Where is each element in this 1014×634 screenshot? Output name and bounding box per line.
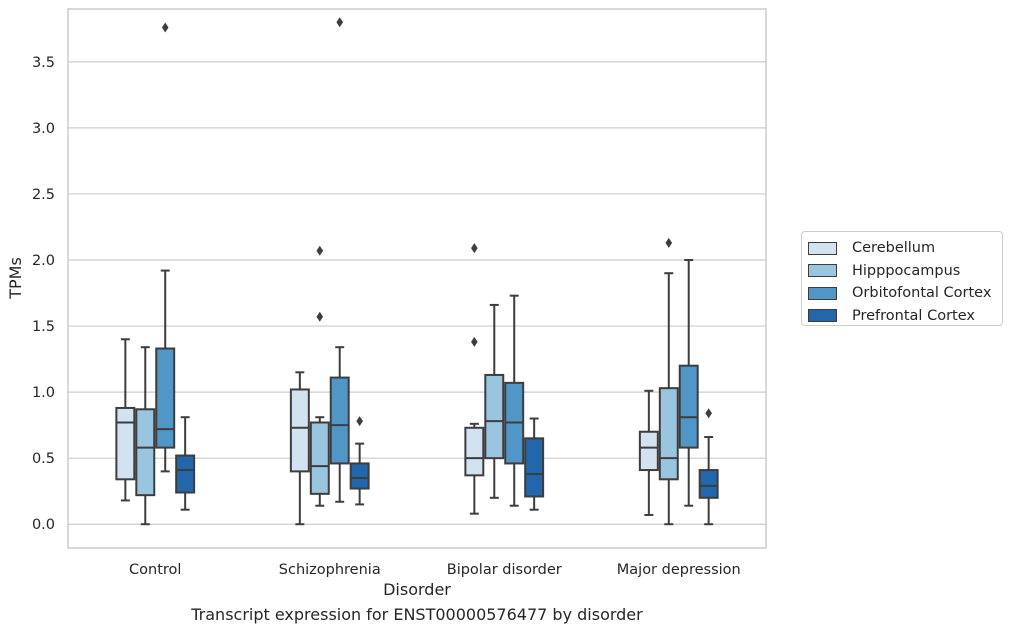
box-prefrontal-cortex bbox=[524, 417, 545, 511]
outlier-point bbox=[471, 336, 478, 347]
box-orbitofontal-cortex bbox=[329, 17, 350, 503]
box-body bbox=[175, 454, 196, 494]
outlier-point bbox=[336, 17, 344, 28]
box-orbitofontal-cortex bbox=[155, 22, 176, 473]
y-tick-label: 0.5 bbox=[32, 451, 55, 467]
box-body bbox=[289, 388, 310, 473]
legend-swatch bbox=[808, 241, 837, 255]
y-tick-label: 0.0 bbox=[32, 517, 55, 533]
box-prefrontal-cortex bbox=[349, 416, 370, 506]
legend-label: Orbitofontal Cortex bbox=[852, 285, 992, 302]
outlier-point bbox=[705, 408, 712, 419]
box-hipppocampus bbox=[484, 303, 505, 499]
legend: Cerebellum Hipppocampus Orbitofontal Corte… bbox=[801, 231, 1003, 326]
legend-swatch bbox=[808, 286, 837, 300]
box-body bbox=[309, 421, 330, 495]
box-body bbox=[524, 437, 545, 498]
x-axis-label: Disorder bbox=[383, 580, 451, 599]
legend-item: Prefrontal Cortex bbox=[808, 305, 1002, 328]
box-cerebellum bbox=[638, 389, 659, 516]
box-hipppocampus bbox=[135, 346, 156, 526]
x-tick-label: Major depression bbox=[617, 562, 741, 578]
box-body bbox=[155, 347, 176, 449]
outlier-point bbox=[471, 243, 478, 254]
box-prefrontal-cortex bbox=[698, 408, 719, 526]
legend-label: Prefrontal Cortex bbox=[852, 307, 975, 324]
x-tick-label: Control bbox=[129, 562, 181, 578]
plot-frame bbox=[67, 8, 767, 549]
box-body bbox=[658, 387, 679, 481]
y-tick-label: 2.0 bbox=[32, 253, 55, 269]
y-tick-label: 2.5 bbox=[32, 187, 55, 203]
box-body bbox=[484, 373, 505, 460]
legend-label: Hipppocampus bbox=[852, 262, 961, 279]
box-prefrontal-cortex bbox=[175, 416, 196, 511]
y-axis-label: TPMs bbox=[6, 257, 25, 300]
outlier-point bbox=[161, 22, 169, 33]
box-body bbox=[678, 364, 699, 449]
box-body bbox=[638, 430, 659, 472]
box-groups bbox=[115, 17, 719, 526]
x-tick-label: Schizophrenia bbox=[279, 562, 381, 578]
y-tick-label: 1.0 bbox=[32, 385, 55, 401]
chart-caption: Transcript expression for ENST0000057647… bbox=[191, 605, 643, 624]
outlier-point bbox=[356, 416, 363, 427]
y-tick-label: 3.5 bbox=[32, 55, 55, 71]
box-cerebellum bbox=[289, 371, 310, 526]
legend-swatch bbox=[808, 309, 837, 323]
box-body bbox=[135, 408, 156, 497]
box-orbitofontal-cortex bbox=[504, 294, 525, 507]
box-hipppocampus bbox=[309, 245, 330, 507]
legend-item: Cerebellum bbox=[808, 237, 1002, 260]
legend-label: Cerebellum bbox=[852, 240, 936, 257]
outlier-point bbox=[316, 245, 324, 256]
outlier-point bbox=[316, 311, 324, 322]
legend-swatch bbox=[808, 264, 837, 278]
y-tick-labels: 0.0 0.5 1.0 1.5 2.0 2.5 3.0 3.5 bbox=[32, 55, 55, 533]
y-tick-label: 1.5 bbox=[32, 319, 55, 335]
box-body bbox=[698, 469, 719, 499]
legend-item: Hipppocampus bbox=[808, 260, 1002, 283]
box-body bbox=[329, 376, 350, 465]
box-cerebellum bbox=[464, 243, 485, 515]
legend-item: Orbitofontal Cortex bbox=[808, 282, 1002, 305]
box-body bbox=[349, 462, 370, 490]
box-body bbox=[464, 426, 485, 477]
outlier-point bbox=[665, 237, 673, 248]
box-body bbox=[115, 406, 136, 481]
y-tick-label: 3.0 bbox=[32, 121, 55, 137]
box-hipppocampus bbox=[658, 237, 679, 526]
box-orbitofontal-cortex bbox=[678, 259, 699, 507]
x-tick-labels: Control Schizophrenia Bipolar disorder Majo… bbox=[129, 562, 741, 578]
x-tick-label: Bipolar disorder bbox=[447, 562, 562, 578]
box-cerebellum bbox=[115, 338, 136, 502]
